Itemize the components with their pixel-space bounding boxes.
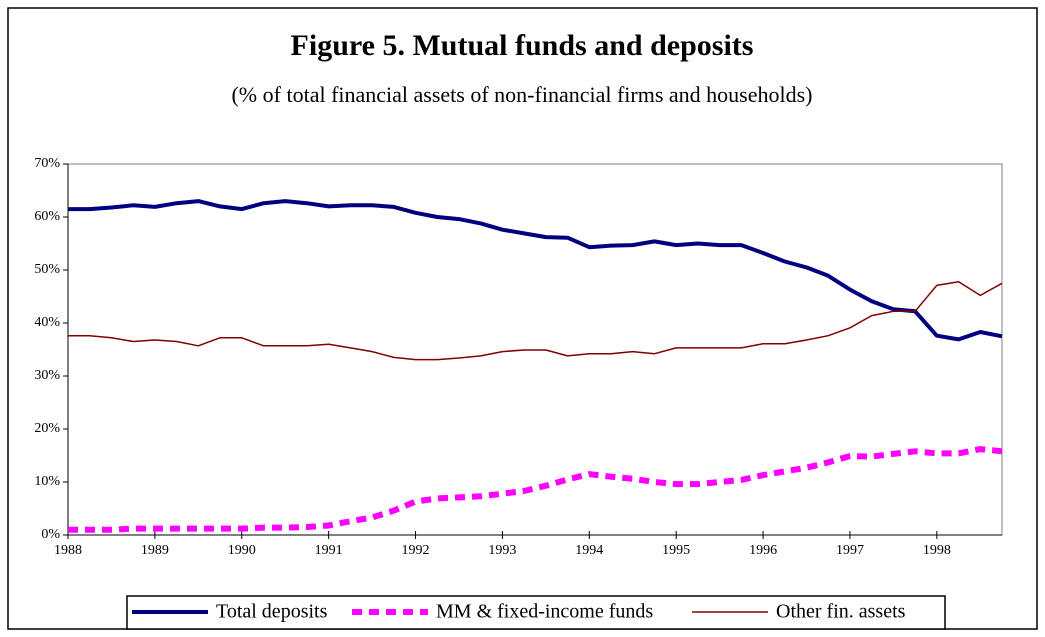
y-tick-label: 20% xyxy=(34,421,60,436)
x-tick-label: 1989 xyxy=(141,543,169,558)
y-tick-label: 30% xyxy=(34,368,60,383)
series-line xyxy=(68,199,1003,342)
y-tick-label: 40% xyxy=(34,315,60,330)
y-tick-label: 70% xyxy=(34,156,60,171)
legend xyxy=(126,595,946,630)
x-tick-label: 1995 xyxy=(662,543,690,558)
x-tick-label: 1998 xyxy=(923,543,951,558)
legend-label: MM & fixed-income funds xyxy=(436,601,653,623)
y-tick-label: 50% xyxy=(34,262,60,277)
series-line xyxy=(68,446,1003,533)
x-tick-label: 1991 xyxy=(315,543,343,558)
x-tick-label: 1997 xyxy=(836,543,864,558)
legend-label: Other fin. assets xyxy=(776,601,906,623)
series-line xyxy=(68,280,1003,361)
x-tick-label: 1990 xyxy=(228,543,256,558)
x-tick-label: 1993 xyxy=(488,543,516,558)
x-tick-label: 1992 xyxy=(402,543,430,558)
x-tick-label: 1994 xyxy=(575,543,603,558)
x-tick-label: 1996 xyxy=(749,543,777,558)
y-tick-label: 0% xyxy=(41,527,60,542)
chart-title: Figure 5. Mutual funds and deposits xyxy=(291,29,754,62)
chart-subtitle: (% of total financial assets of non-fina… xyxy=(231,82,812,107)
legend-label: Total deposits xyxy=(216,601,328,623)
y-tick-label: 60% xyxy=(34,209,60,224)
y-tick-label: 10% xyxy=(34,474,60,489)
x-tick-label: 1988 xyxy=(54,543,82,558)
